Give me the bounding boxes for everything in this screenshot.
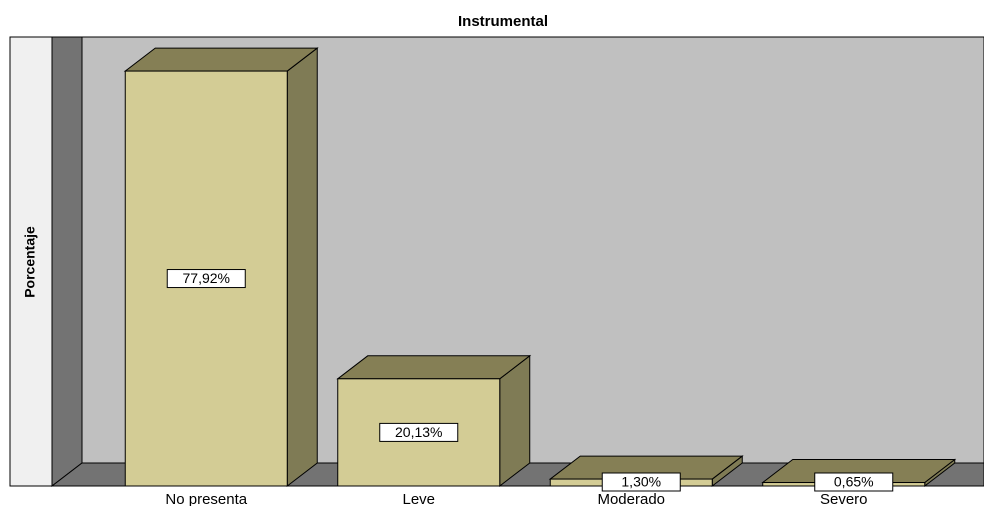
value-label: 20,13% xyxy=(395,424,442,440)
y-axis-label: Porcentaje xyxy=(22,226,38,298)
value-label: 0,65% xyxy=(834,474,874,490)
x-tick-label: Leve xyxy=(402,491,435,506)
x-tick-label: Moderado xyxy=(597,491,665,506)
value-label-box xyxy=(601,472,681,492)
x-tick-label: No presenta xyxy=(165,491,247,506)
value-label-box xyxy=(166,269,246,289)
value-label-box xyxy=(379,422,459,442)
value-label-box xyxy=(814,472,894,492)
chart-title: Instrumental xyxy=(458,13,548,30)
bar-top xyxy=(123,47,319,72)
side-wall xyxy=(51,36,83,488)
y-panel xyxy=(9,36,53,487)
bar xyxy=(337,378,501,487)
value-label: 1,30% xyxy=(621,474,661,490)
bar-side xyxy=(286,47,318,488)
value-label: 77,92% xyxy=(183,270,230,286)
x-tick-label: Severo xyxy=(820,491,868,506)
bar-top xyxy=(336,355,532,380)
